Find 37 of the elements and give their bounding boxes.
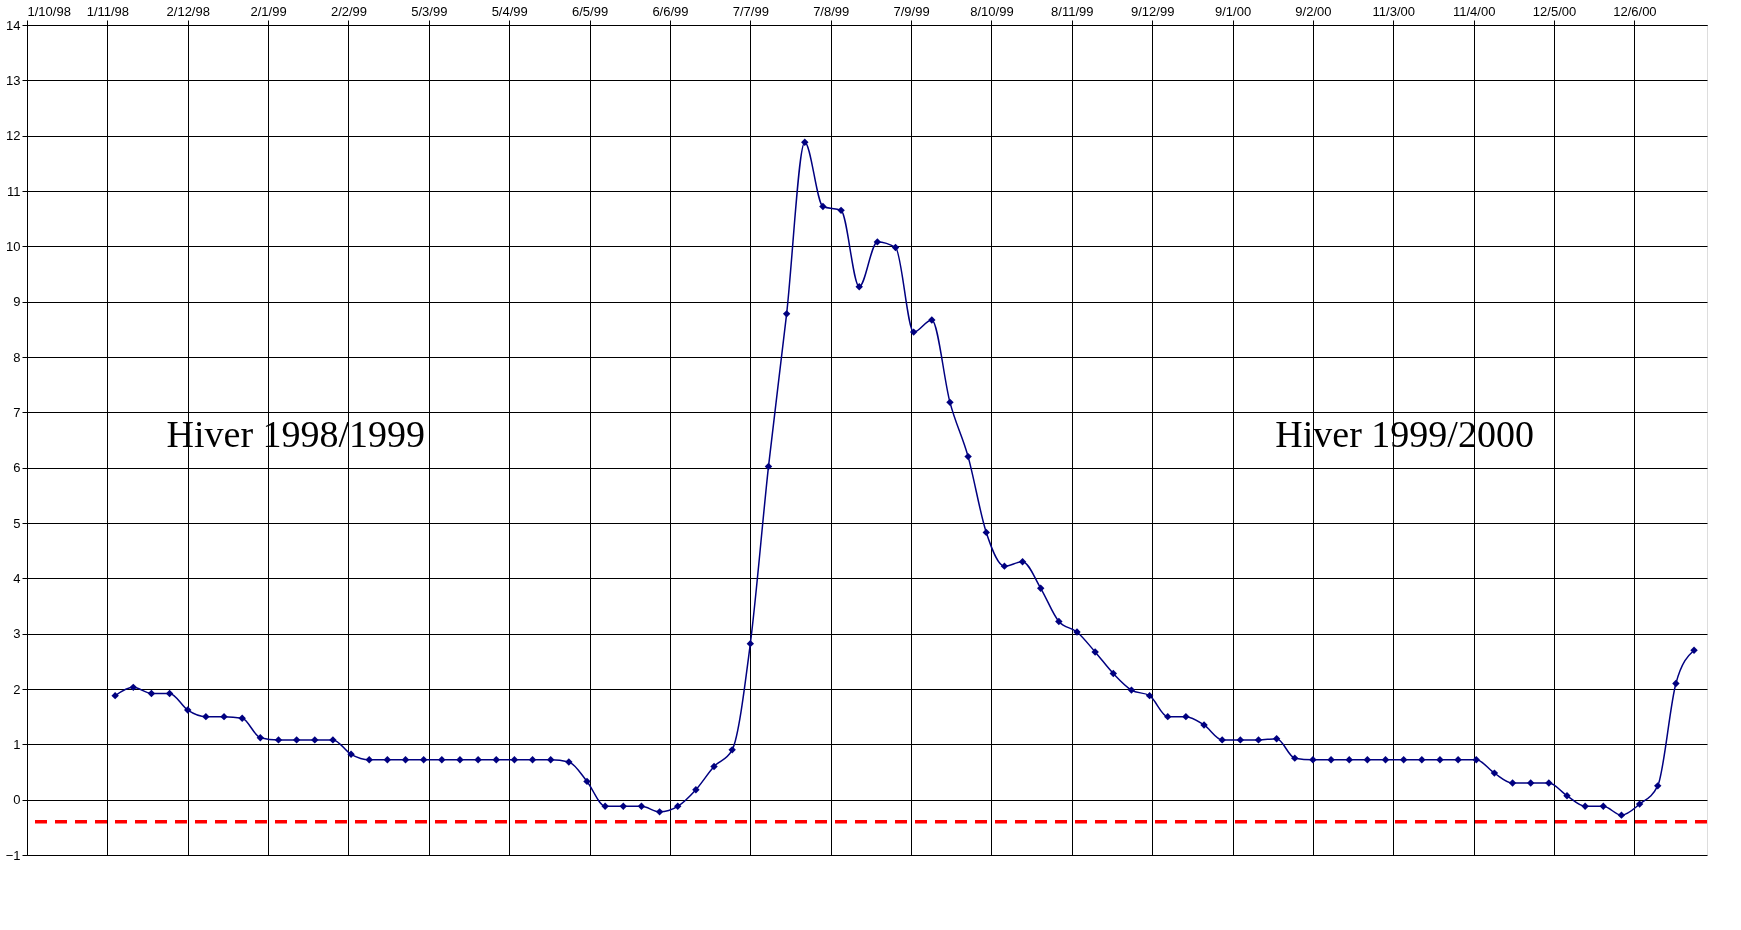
x-tick-label: 5/3/99 <box>411 3 448 19</box>
y-tick-label: 6 <box>13 460 21 476</box>
x-tick-label: 1/11/98 <box>86 3 130 19</box>
y-tick-label: 9 <box>13 294 21 310</box>
x-tick-label: 8/11/99 <box>1051 3 1094 19</box>
y-tick-label: 1 <box>13 736 21 752</box>
x-tick-label: 6/6/99 <box>652 3 689 19</box>
x-tick-label: 2/1/99 <box>250 3 287 19</box>
x-tick-label: 6/5/99 <box>572 3 609 19</box>
y-tick-label: 10 <box>6 238 21 254</box>
y-tick-label: 13 <box>6 72 21 88</box>
x-tick-label: 9/2/00 <box>1295 3 1332 19</box>
x-tick-label: 9/1/00 <box>1214 3 1252 19</box>
y-tick-label: 11 <box>7 183 21 199</box>
x-tick-label: 7/7/99 <box>732 3 769 19</box>
y-tick-label: −1 <box>5 847 21 863</box>
x-tick-label: 2/2/99 <box>330 3 368 19</box>
x-tick-label: 11/4/00 <box>1452 3 1496 19</box>
y-tick-label: 7 <box>13 404 21 420</box>
x-tick-label: 1/10/98 <box>27 3 71 19</box>
y-tick-label: 12 <box>6 128 21 144</box>
x-tick-label: 5/4/99 <box>491 3 528 19</box>
x-tick-label: 9/12/99 <box>1131 3 1175 19</box>
x-tick-label: 11/3/00 <box>1372 3 1416 19</box>
x-tick-label: 12/6/00 <box>1613 3 1657 19</box>
x-tick-label: 12/5/00 <box>1532 3 1577 19</box>
y-tick-label: 3 <box>13 626 21 642</box>
x-tick-label: 7/8/99 <box>813 3 850 19</box>
x-tick-label: 2/12/98 <box>166 3 210 19</box>
y-tick-label: 14 <box>6 17 21 33</box>
y-tick-label: 8 <box>13 349 21 365</box>
y-tick-label: 4 <box>13 570 21 586</box>
y-tick-label: 2 <box>13 681 21 697</box>
y-tick-label: 0 <box>13 792 21 808</box>
y-tick-label: 5 <box>13 515 21 531</box>
x-tick-label: 8/10/99 <box>970 3 1014 19</box>
x-tick-label: 7/9/99 <box>893 3 930 19</box>
